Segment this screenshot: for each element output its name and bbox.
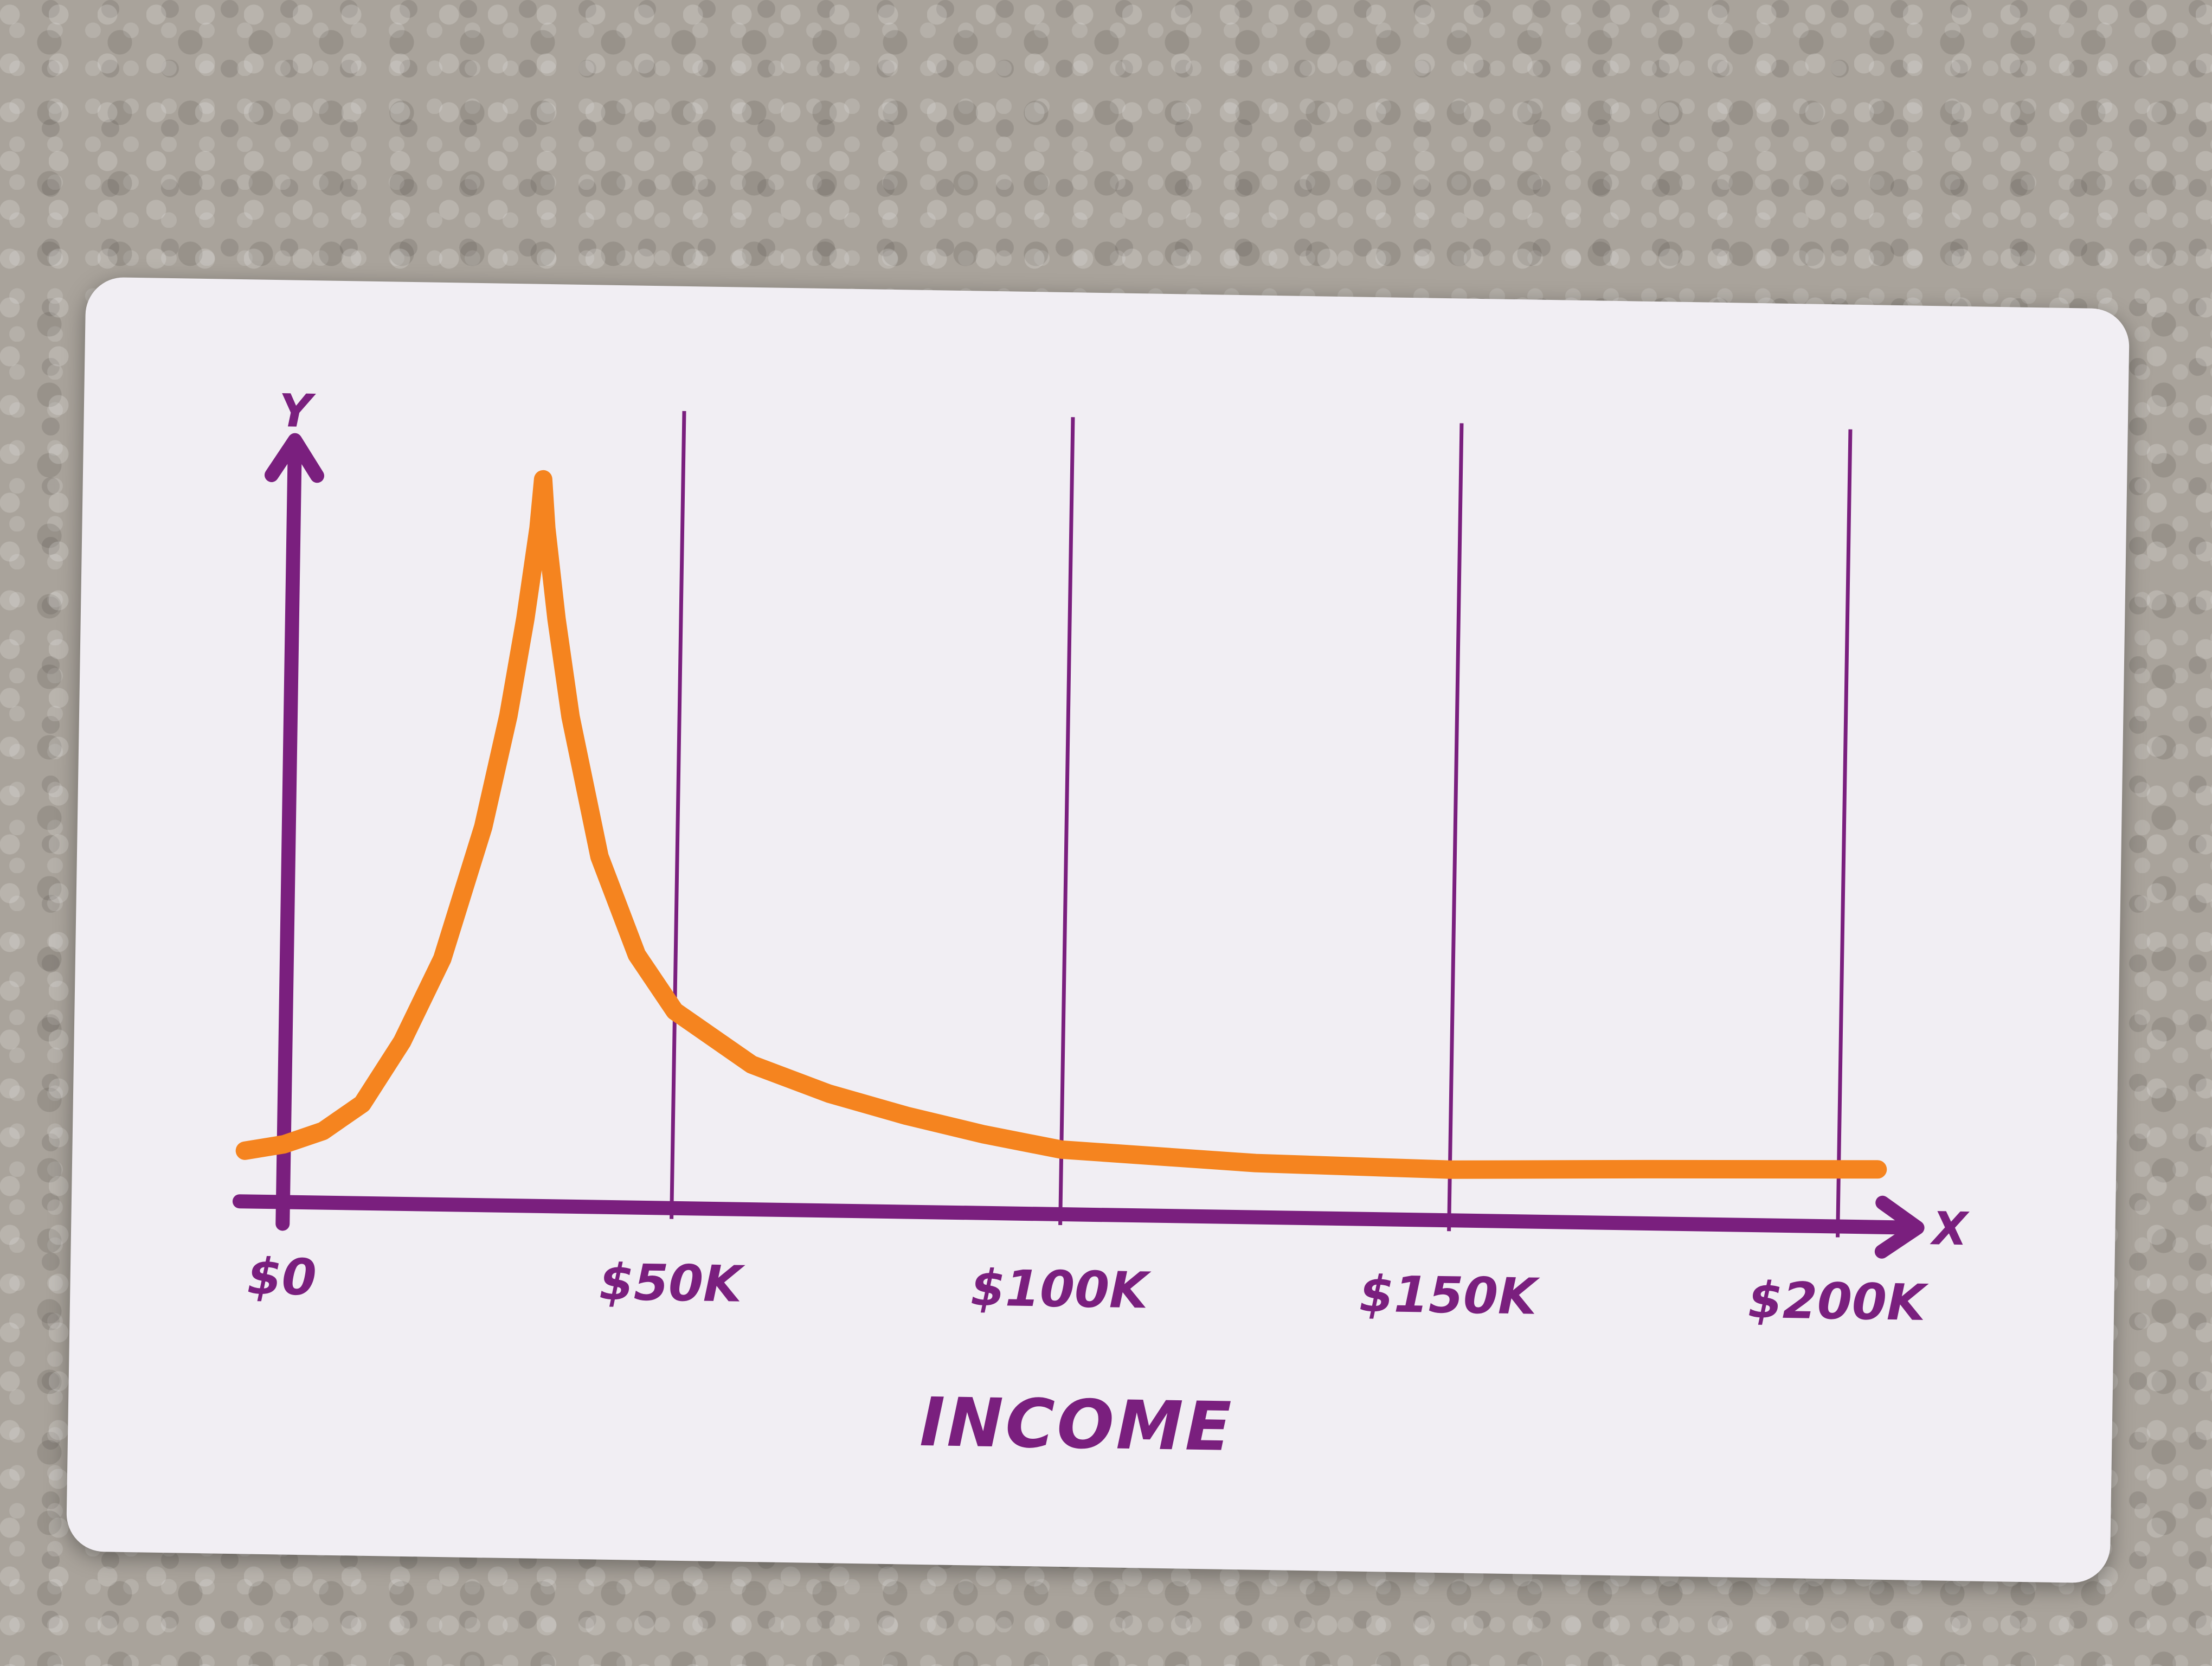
- grid-line: [1836, 429, 1853, 1238]
- x-tick-label: $100K: [970, 1259, 1152, 1319]
- chart-card: X Y $0 $50K $100K $150K $200K INCOME: [66, 277, 2130, 1584]
- x-tick-label: $200K: [1747, 1271, 1929, 1332]
- x-tick-label: $150K: [1359, 1265, 1540, 1326]
- x-axis-arrowhead: [1874, 1195, 1925, 1259]
- x-axis-letter: X: [1929, 1202, 1970, 1255]
- x-tick-label: $50K: [599, 1253, 745, 1313]
- x-tick-labels: $0 $50K $100K $150K $200K: [247, 1247, 1929, 1332]
- x-axis-title: INCOME: [919, 1383, 1234, 1466]
- grid-lines: [670, 411, 1853, 1238]
- x-axis-line: [232, 1194, 1917, 1235]
- y-axis-letter: Y: [279, 384, 317, 438]
- grid-line: [670, 411, 686, 1219]
- grid-line: [1058, 417, 1075, 1226]
- grid-line: [1447, 423, 1464, 1232]
- y-axis-arrowhead: [264, 433, 324, 483]
- y-axis-line: [275, 435, 302, 1231]
- series-line: [235, 470, 1887, 1179]
- income-chart: X Y $0 $50K $100K $150K $200K INCOME: [232, 384, 1970, 1466]
- x-tick-label: $0: [247, 1247, 317, 1306]
